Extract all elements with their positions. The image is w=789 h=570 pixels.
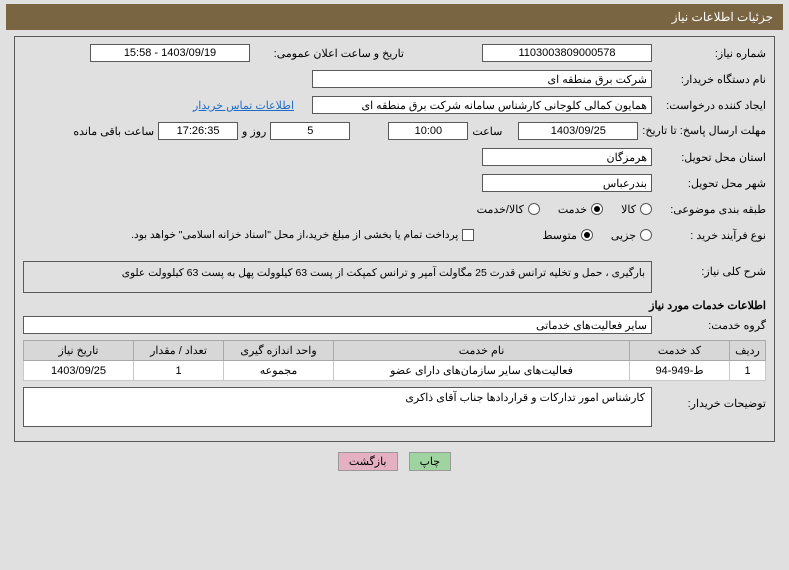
radio-circle (640, 229, 652, 241)
radio-minor-label: جزیی (611, 229, 636, 242)
radio-circle (640, 203, 652, 215)
radio-service-label: خدمت (558, 203, 587, 216)
services-table: ردیف کد خدمت نام خدمت واحد اندازه گیری ت… (23, 340, 766, 381)
deadline-label: مهلت ارسال پاسخ: تا تاریخ: (642, 125, 766, 137)
radio-circle (581, 229, 593, 241)
requester-label: ایجاد کننده درخواست: (656, 99, 766, 112)
group-field: سایر فعالیت‌های خدماتی (23, 316, 652, 334)
time-label: ساعت (472, 125, 502, 138)
col-date: تاریخ نیاز (24, 341, 134, 361)
radio-minor[interactable]: جزیی (611, 229, 652, 242)
cell-name: فعالیت‌های سایر سازمان‌های دارای عضو (334, 361, 630, 381)
print-button[interactable]: چاپ (409, 452, 452, 471)
back-button[interactable]: بازگشت (338, 452, 398, 471)
services-section-title: اطلاعات خدمات مورد نیاز (23, 299, 766, 312)
details-panel: شماره نیاز: 1103003809000578 تاریخ و ساع… (14, 36, 775, 442)
col-row: ردیف (730, 341, 766, 361)
cell-unit: مجموعه (224, 361, 334, 381)
description-box: بارگیری ، حمل و تخلیه ترانس قدرت 25 مگاو… (23, 261, 652, 293)
delivery-city-label: شهر محل تحویل: (656, 177, 766, 190)
delivery-province-field: هرمزگان (482, 148, 652, 166)
cell-row: 1 (730, 361, 766, 381)
table-row: 1 ط-949-94 فعالیت‌های سایر سازمان‌های دا… (24, 361, 766, 381)
buyer-org-field: شرکت برق منطقه ای (312, 70, 652, 88)
col-qty: تعداد / مقدار (134, 341, 224, 361)
radio-medium-label: متوسط (542, 229, 577, 242)
buyer-notes-box: کارشناس امور تدارکات و قراردادها جناب آق… (23, 387, 652, 427)
treasury-note: پرداخت تمام یا بخشی از مبلغ خرید،از محل … (131, 229, 458, 241)
treasury-checkbox[interactable] (462, 229, 474, 241)
cell-qty: 1 (134, 361, 224, 381)
radio-medium[interactable]: متوسط (542, 229, 593, 242)
deadline-time-field: 10:00 (388, 122, 468, 140)
panel-header: جزئیات اطلاعات نیاز (6, 4, 783, 30)
delivery-city-field: بندرعباس (482, 174, 652, 192)
process-type-radio-group: جزیی متوسط (542, 229, 652, 242)
description-label: شرح کلی نیاز: (656, 265, 766, 278)
requester-field: همایون کمالی کلوجانی کارشناس سامانه شرکت… (312, 96, 652, 114)
buyer-notes-text: کارشناس امور تدارکات و قراردادها جناب آق… (405, 392, 645, 404)
deadline-date-field: 1403/09/25 (518, 122, 638, 140)
col-code: کد خدمت (630, 341, 730, 361)
classification-radio-group: کالا خدمت کالا/خدمت (477, 203, 652, 216)
buyer-contact-link[interactable]: اطلاعات تماس خریدار (193, 99, 294, 112)
need-no-field: 1103003809000578 (482, 44, 652, 62)
time-remaining-field: 17:26:35 (158, 122, 238, 140)
description-text: بارگیری ، حمل و تخلیه ترانس قدرت 25 مگاو… (122, 267, 645, 279)
button-bar: چاپ بازگشت (0, 442, 789, 481)
cell-code: ط-949-94 (630, 361, 730, 381)
announce-date-field: 1403/09/19 - 15:58 (90, 44, 250, 62)
delivery-province-label: استان محل تحویل: (656, 151, 766, 164)
days-suffix-label: روز و (242, 125, 266, 138)
radio-goods-service[interactable]: کالا/خدمت (477, 203, 540, 216)
announce-date-label: تاریخ و ساعت اعلان عمومی: (254, 47, 404, 60)
radio-goods-label: کالا (621, 203, 636, 216)
process-type-label: نوع فرآیند خرید : (656, 229, 766, 242)
group-label: گروه خدمت: (656, 319, 766, 332)
panel-title: جزئیات اطلاعات نیاز (672, 10, 773, 24)
radio-goods-service-label: کالا/خدمت (477, 203, 524, 216)
radio-goods[interactable]: کالا (621, 203, 652, 216)
need-no-label: شماره نیاز: (656, 47, 766, 60)
cell-date: 1403/09/25 (24, 361, 134, 381)
buyer-org-label: نام دستگاه خریدار: (656, 73, 766, 86)
time-remaining-suffix: ساعت باقی مانده (73, 125, 154, 138)
col-name: نام خدمت (334, 341, 630, 361)
radio-circle (591, 203, 603, 215)
classification-label: طبقه بندی موضوعی: (656, 203, 766, 216)
col-unit: واحد اندازه گیری (224, 341, 334, 361)
radio-circle (528, 203, 540, 215)
radio-service[interactable]: خدمت (558, 203, 603, 216)
days-remaining-field: 5 (270, 122, 350, 140)
buyer-notes-label: توضیحات خریدار: (656, 397, 766, 410)
